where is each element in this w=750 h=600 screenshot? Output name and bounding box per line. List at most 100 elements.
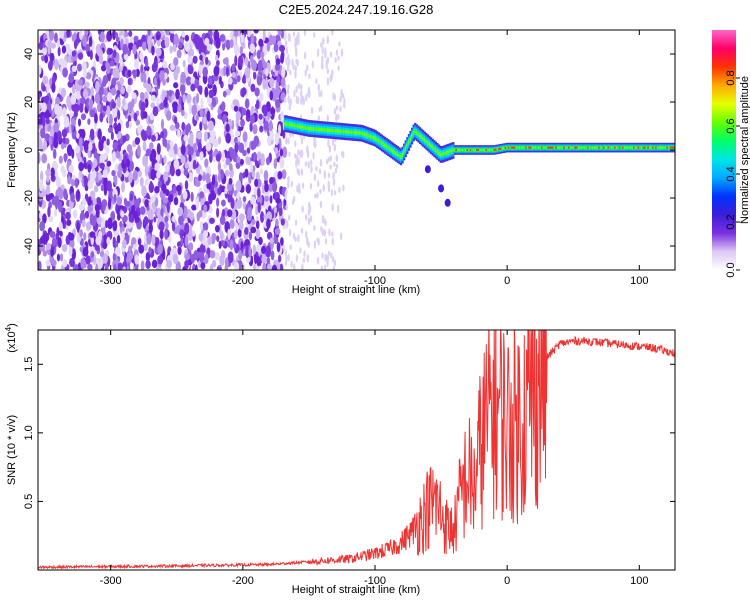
noise-cell (322, 184, 325, 192)
noise-cell (333, 143, 337, 152)
noise-cell (105, 105, 111, 117)
noise-cell (310, 106, 314, 115)
noise-cell (121, 181, 125, 193)
x-tick-label: 100 (630, 275, 648, 287)
noise-cell (206, 182, 212, 190)
noise-cell (57, 201, 63, 213)
noise-cell (297, 82, 301, 90)
noise-cell (100, 184, 105, 192)
noise-cell (159, 229, 164, 240)
noise-cell (100, 64, 107, 72)
noise-cell (225, 39, 231, 50)
noise-cell (41, 115, 46, 127)
noise-cell (294, 70, 297, 79)
noise-cell (262, 262, 267, 270)
signal-cell (407, 140, 411, 145)
signal-cell (411, 134, 414, 138)
noise-cell (173, 116, 178, 125)
noise-cell (112, 49, 117, 58)
noise-cell (91, 215, 97, 227)
noise-cell (173, 196, 179, 206)
signal-cell (464, 149, 468, 151)
signal-cell (615, 146, 618, 149)
noise-cell (297, 234, 300, 243)
noise-cell (57, 46, 61, 57)
noise-cell (262, 30, 266, 42)
noise-cell (39, 211, 43, 220)
signal-cell (399, 155, 403, 159)
noise-cell (38, 248, 41, 256)
signal-cell (501, 147, 504, 150)
noise-cell (49, 52, 55, 62)
noise-cell (110, 87, 117, 96)
noise-cell (89, 109, 96, 118)
noise-cell (292, 62, 295, 71)
noise-cell (173, 33, 179, 46)
noise-cell (259, 125, 264, 133)
noise-cell (248, 246, 252, 258)
noise-cell (231, 63, 236, 72)
noise-cell (183, 168, 189, 177)
noise-cell (68, 73, 75, 84)
signal-cell (525, 146, 528, 149)
noise-cell (116, 196, 123, 206)
noise-cell (236, 192, 240, 200)
noise-cell (222, 90, 227, 98)
snr-line (38, 330, 675, 570)
noise-cell (164, 164, 170, 173)
noise-cell (203, 222, 209, 232)
noise-cell (237, 55, 244, 67)
signal-cell (512, 146, 515, 149)
snr-frame (37, 329, 676, 571)
noise-cell (207, 75, 213, 86)
noise-cell (158, 221, 165, 232)
signal-cell (391, 149, 395, 153)
noise-cell (229, 218, 235, 230)
noise-cell (251, 170, 256, 178)
noise-cell (228, 163, 233, 172)
noise-cell (282, 146, 288, 159)
noise-cell (339, 95, 342, 103)
noise-cell (324, 238, 328, 245)
colorbar-tick-label: 0.2 (725, 214, 737, 229)
noise-cell (287, 53, 290, 60)
noise-cell (126, 85, 132, 94)
signal-cell (623, 146, 626, 149)
noise-cell (264, 78, 269, 90)
signal-cell (304, 126, 307, 130)
noise-cell (164, 36, 170, 48)
noise-cell (191, 104, 198, 116)
noise-cell (333, 161, 336, 167)
noise-cell (302, 257, 306, 264)
noise-cell (68, 123, 72, 134)
noise-cell (169, 30, 176, 34)
noise-cell (169, 45, 173, 54)
noise-cell (333, 190, 337, 196)
noise-cell (43, 232, 50, 242)
noise-cell (145, 259, 151, 269)
noise-cell (62, 259, 68, 268)
noise-cell (126, 158, 130, 168)
noise-cell (42, 213, 47, 224)
noise-cell (54, 103, 59, 115)
noise-cell (236, 75, 241, 83)
noise-cell (184, 253, 191, 261)
noise-cell (128, 245, 133, 254)
noise-cell (167, 193, 174, 203)
noise-cell (248, 231, 253, 241)
noise-cell (221, 199, 226, 207)
noise-cell (151, 259, 158, 269)
noise-cell (279, 263, 284, 270)
noise-cell (253, 30, 259, 34)
signal-cell (298, 124, 301, 129)
noise-cell (185, 76, 192, 86)
noise-cell (47, 206, 51, 218)
noise-cell (192, 263, 196, 270)
noise-cell (44, 54, 49, 64)
noise-cell (179, 231, 184, 239)
noise-cell (195, 92, 200, 104)
noise-cell (289, 98, 292, 107)
noise-cell (224, 187, 228, 195)
noise-cell (81, 128, 86, 140)
signal-cell (379, 140, 382, 144)
